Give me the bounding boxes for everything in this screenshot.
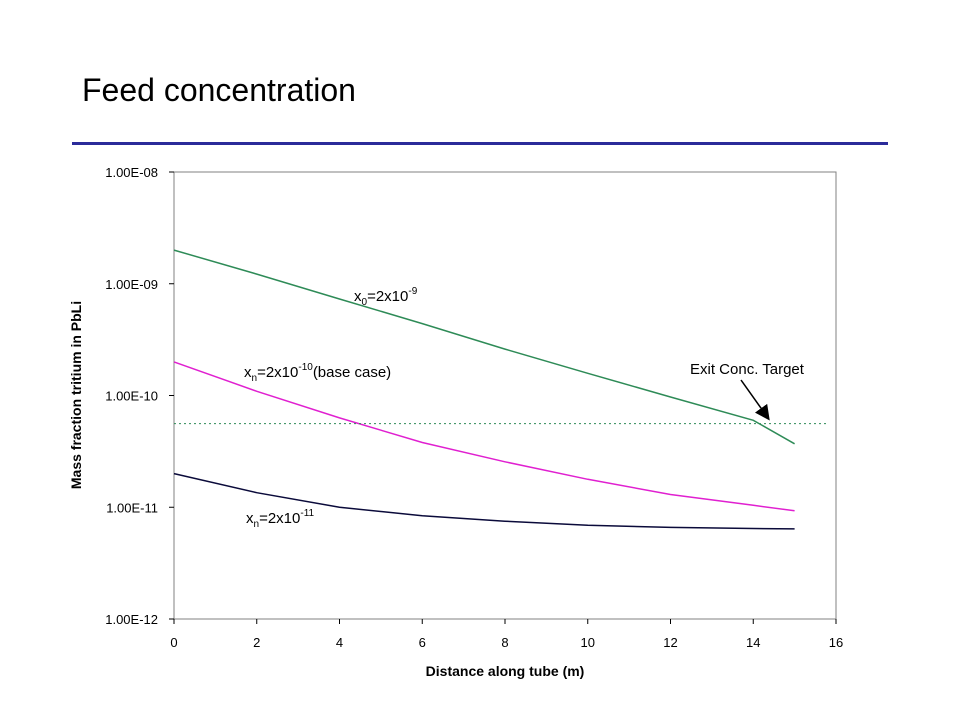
y-tick-label: 1.00E-11: [106, 500, 158, 515]
x-tick-label: 10: [581, 635, 595, 650]
plot-area: [173, 171, 837, 620]
y-axis-label: Mass fraction tritium in PbLi: [68, 301, 84, 489]
y-tick-label: 1.00E-08: [105, 165, 158, 180]
x-tick-label: 0: [170, 635, 177, 650]
x-tick-label: 8: [501, 635, 508, 650]
y-tick-label: 1.00E-09: [105, 277, 158, 292]
y-tick-label: 1.00E-12: [105, 612, 158, 627]
x-tick-label: 14: [746, 635, 760, 650]
y-tick-label: 1.00E-10: [105, 389, 158, 404]
annotation-high-feed: x0=2x10-9: [354, 286, 418, 308]
series-line-2: [173, 472, 795, 530]
x-tick-label: 16: [829, 635, 843, 650]
annotation-base-case: xn=2x10-10(base case): [244, 362, 391, 384]
x-tick-label: 4: [336, 635, 343, 650]
target-arrow: [740, 379, 770, 421]
series-line-0: [173, 249, 795, 445]
series-line-1: [173, 361, 795, 512]
x-tick-label: 12: [663, 635, 677, 650]
annotation-low-feed: xn=2x10-11: [246, 508, 315, 530]
slide-title: Feed concentration: [82, 72, 356, 108]
title-divider: [72, 142, 888, 145]
x-tick-label: 2: [253, 635, 260, 650]
x-tick-label: 6: [419, 635, 426, 650]
annotation-exit-target: Exit Conc. Target: [690, 361, 805, 378]
x-axis-label: Distance along tube (m): [426, 663, 585, 679]
